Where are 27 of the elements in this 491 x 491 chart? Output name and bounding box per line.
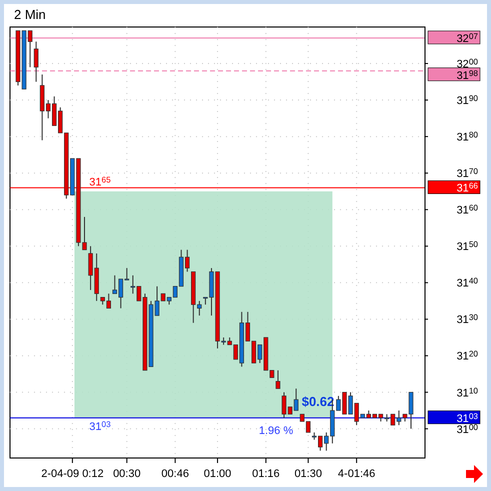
y-tick-label: 31$^{90}$ [456, 94, 478, 108]
x-tick-label: 2-04-09 0:12 [41, 468, 104, 480]
x-tick-label: 01:00 [204, 468, 232, 480]
x-tick-label: 4-01:46 [338, 468, 376, 480]
y-tick-label: 31$^{70}$ [456, 167, 478, 180]
annotation: 31$^{65}$ [89, 176, 112, 188]
x-tick-label: 01:30 [294, 468, 322, 480]
y-tick-label: 31$^{30}$ [456, 313, 478, 326]
text: 31$^{03}$ [456, 412, 478, 425]
annotation: $0.62 [302, 394, 334, 409]
text: 32$^{07}$ [456, 32, 478, 45]
x-tick-label: 00:30 [113, 468, 141, 480]
y-tick-label: 31$^{00}$ [456, 422, 478, 436]
annotation: 1.96 % [258, 424, 294, 437]
annotation: 31$^{03}$ [89, 420, 112, 433]
y-tick-label: 31$^{20}$ [456, 350, 478, 363]
x-tick-label: 01:16 [252, 468, 280, 480]
text: 31$^{98}$ [456, 69, 478, 82]
y-tick-label: 31$^{10}$ [456, 386, 478, 400]
y-tick-label: 31$^{50}$ [456, 240, 478, 254]
y-tick-label: 31$^{40}$ [456, 276, 478, 290]
y-tick-label: 31$^{60}$ [456, 204, 478, 217]
y-tick-label: 32$^{00}$ [456, 58, 478, 71]
x-tick-label: 00:46 [161, 468, 189, 480]
y-tick-label: 31$^{80}$ [456, 130, 478, 144]
text: 31$^{66}$ [456, 182, 478, 195]
chart-title: 2 Min [14, 7, 46, 22]
